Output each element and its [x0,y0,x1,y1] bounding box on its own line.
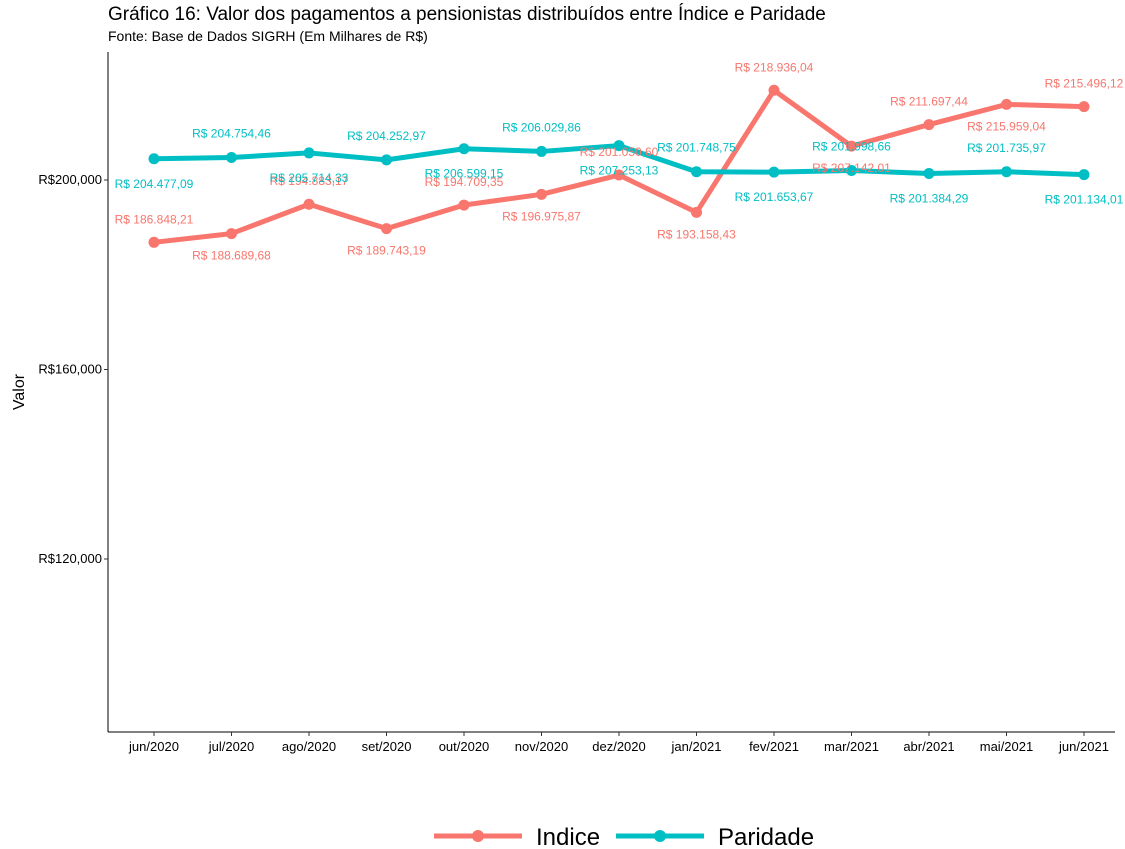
x-axis-ticks: jun/2020 jul/2020 ago/2020 set/2020 out/2020… [128,732,1109,754]
data-point-indice [303,198,315,210]
x-tick-label: out/2020 [439,739,490,754]
data-label-indice: R$ 189.743,19 [347,244,426,258]
legend-marker-paridade [654,830,666,842]
legend: Indice Paridade [434,824,814,849]
data-label-paridade: R$ 201.384,29 [890,191,969,205]
data-label-indice: R$ 207.142,01 [812,161,891,175]
data-point-paridade [381,154,392,166]
x-tick-label: nov/2020 [515,739,569,754]
data-point-paridade [148,153,160,165]
chart-subtitle: Fonte: Base de Dados SIGRH (Em Milhares … [108,28,428,44]
x-tick-label: abr/2021 [903,739,954,754]
x-tick-label: ago/2020 [282,739,336,754]
data-point-paridade [613,140,625,152]
x-tick-label: set/2020 [362,739,412,754]
x-tick-label: jun/2021 [1058,739,1109,754]
y-tick-label: R$120,000 [38,551,102,566]
data-point-paridade [536,145,547,157]
data-label-paridade: R$ 201.735,97 [967,141,1046,155]
legend-marker-indice [472,830,484,842]
y-axis-label: Valor [11,373,28,410]
data-point-paridade [846,165,857,177]
data-labels-layer: R$ 186.848,21R$ 188.689,68R$ 194.883,17R… [115,60,1124,262]
data-point-paridade [1078,169,1090,181]
x-tick-label: fev/2021 [749,739,799,754]
data-label-indice: R$ 194.883,17 [270,174,349,188]
x-tick-label: dez/2020 [592,739,646,754]
data-point-indice [1001,98,1012,110]
data-point-indice [226,228,237,240]
data-point-paridade [226,151,237,163]
data-label-paridade: R$ 204.754,46 [192,126,271,140]
data-point-indice [613,169,625,181]
data-point-paridade [923,167,935,179]
legend-label-indice: Indice [536,824,600,849]
data-label-paridade: R$ 206.599,15 [425,167,504,181]
data-point-paridade [458,143,470,155]
data-point-indice [923,119,935,131]
data-point-paridade [768,166,780,178]
data-label-paridade: R$ 206.029,86 [502,120,581,134]
data-label-indice: R$ 193.158,43 [657,227,736,241]
data-label-paridade: R$ 205.714,33 [270,171,349,185]
data-label-paridade: R$ 204.252,97 [347,129,426,143]
data-label-indice: R$ 218.936,04 [735,60,814,74]
data-point-indice [381,223,392,235]
data-point-indice [691,206,702,218]
data-label-indice: R$ 215.496,12 [1045,77,1124,91]
data-label-indice: R$ 194.709,35 [425,175,504,189]
data-label-indice: R$ 196.975,87 [502,209,581,223]
data-point-paridade [1001,166,1012,178]
y-tick-label: R$200,000 [38,172,102,187]
data-point-indice [768,84,780,96]
y-tick-label: R$160,000 [38,362,102,377]
data-point-paridade [303,147,315,159]
data-label-paridade: R$ 201.653,67 [735,190,814,204]
data-label-paridade: R$ 207.253,13 [580,164,659,178]
data-point-indice [1078,101,1090,113]
data-point-indice [148,236,160,248]
x-tick-label: jun/2020 [128,739,179,754]
data-label-indice: R$ 188.689,68 [192,249,271,263]
x-tick-label: jul/2020 [208,739,255,754]
data-label-indice: R$ 201.050,60 [580,145,659,159]
data-label-paridade: R$ 201.998,66 [812,140,891,154]
chart-title: Gráfico 16: Valor dos pagamentos a pensi… [108,4,826,25]
x-tick-label: jan/2021 [671,739,722,754]
data-point-indice [536,188,547,200]
data-label-paridade: R$ 201.134,01 [1045,193,1124,207]
x-tick-label: mar/2021 [824,739,879,754]
x-tick-label: mai/2021 [980,739,1033,754]
data-label-indice: R$ 186.848,21 [115,212,194,226]
data-label-paridade: R$ 201.748,75 [657,141,736,155]
data-point-paridade [691,166,702,178]
data-label-indice: R$ 211.697,44 [890,95,968,109]
series-layer [148,84,1090,248]
legend-label-paridade: Paridade [718,824,814,849]
data-point-indice [458,199,470,211]
data-label-paridade: R$ 204.477,09 [115,177,194,191]
data-point-indice [846,140,857,152]
data-label-indice: R$ 215.959,04 [967,119,1046,133]
y-axis-ticks: R$120,000 R$160,000 R$200,000 [38,172,108,566]
